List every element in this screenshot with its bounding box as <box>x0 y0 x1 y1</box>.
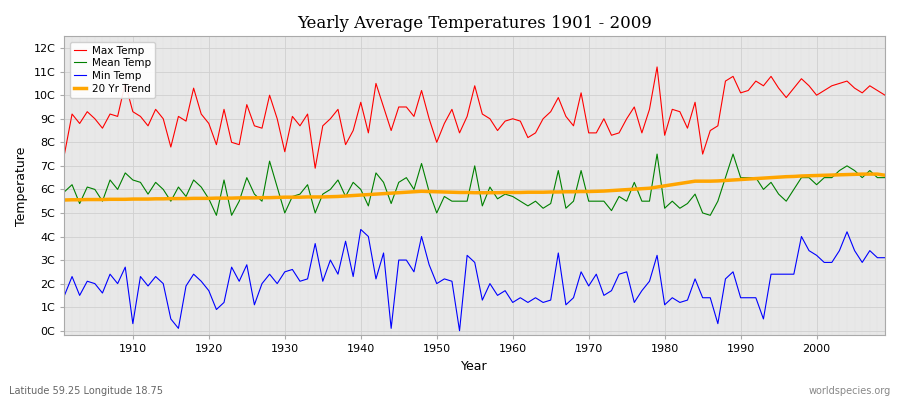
Min Temp <box>356 227 366 232</box>
Max Temp <box>508 116 518 121</box>
Max Temp <box>287 114 298 119</box>
Max Temp <box>652 64 662 69</box>
20 Yr Trend <box>59 198 70 202</box>
20 Yr Trend <box>508 190 518 195</box>
Min Temp <box>120 265 130 270</box>
Mean Temp <box>652 152 662 156</box>
Line: 20 Yr Trend: 20 Yr Trend <box>65 174 885 200</box>
Mean Temp <box>340 194 351 199</box>
20 Yr Trend <box>598 189 609 194</box>
Text: Latitude 59.25 Longitude 18.75: Latitude 59.25 Longitude 18.75 <box>9 386 163 396</box>
Title: Yearly Average Temperatures 1901 - 2009: Yearly Average Temperatures 1901 - 2009 <box>297 15 652 32</box>
Max Temp <box>340 142 351 147</box>
Max Temp <box>879 93 890 98</box>
Line: Min Temp: Min Temp <box>65 230 885 331</box>
Y-axis label: Temperature: Temperature <box>15 146 28 226</box>
Min Temp <box>333 272 344 276</box>
20 Yr Trend <box>333 194 344 199</box>
20 Yr Trend <box>120 197 130 202</box>
Max Temp <box>606 133 616 138</box>
Mean Temp <box>120 170 130 175</box>
Text: worldspecies.org: worldspecies.org <box>809 386 891 396</box>
Max Temp <box>515 119 526 124</box>
Mean Temp <box>606 208 616 213</box>
Min Temp <box>614 272 625 276</box>
Min Temp <box>879 255 890 260</box>
Min Temp <box>515 295 526 300</box>
Mean Temp <box>879 175 890 180</box>
Max Temp <box>310 166 320 171</box>
Mean Temp <box>211 213 221 218</box>
Max Temp <box>120 81 130 86</box>
Min Temp <box>523 300 534 305</box>
Mean Temp <box>508 194 518 199</box>
20 Yr Trend <box>857 172 868 176</box>
Line: Max Temp: Max Temp <box>65 67 885 168</box>
Mean Temp <box>59 189 70 194</box>
Min Temp <box>287 267 298 272</box>
Max Temp <box>59 152 70 156</box>
20 Yr Trend <box>500 190 510 195</box>
Min Temp <box>59 293 70 298</box>
20 Yr Trend <box>287 195 298 200</box>
Mean Temp <box>515 199 526 204</box>
Legend: Max Temp, Mean Temp, Min Temp, 20 Yr Trend: Max Temp, Mean Temp, Min Temp, 20 Yr Tre… <box>69 42 155 98</box>
X-axis label: Year: Year <box>462 360 488 373</box>
20 Yr Trend <box>879 173 890 178</box>
Min Temp <box>454 328 465 333</box>
Line: Mean Temp: Mean Temp <box>65 154 885 215</box>
Mean Temp <box>294 192 305 196</box>
